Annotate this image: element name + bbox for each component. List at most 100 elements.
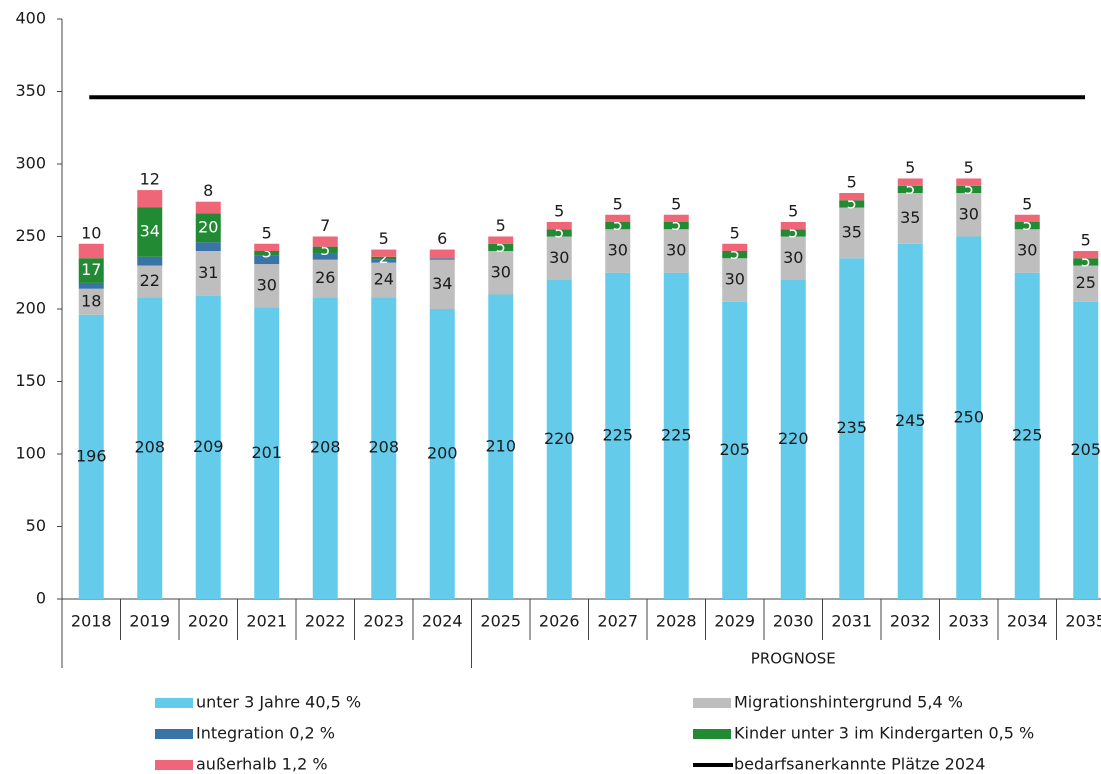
bar-segment bbox=[371, 262, 397, 298]
bar-segment bbox=[195, 201, 221, 214]
legend-label: außerhalb 1,2 % bbox=[196, 755, 328, 774]
x-tick-label: 2027 bbox=[597, 612, 638, 631]
x-tick-label: 2030 bbox=[773, 612, 814, 631]
x-tick-label: 2024 bbox=[422, 612, 463, 631]
bar-segment bbox=[371, 259, 397, 263]
value-label: 5 bbox=[964, 179, 974, 198]
bar-segment bbox=[312, 259, 338, 298]
value-label: 5 bbox=[1022, 194, 1032, 213]
bar-segment bbox=[312, 253, 338, 260]
bar-segment bbox=[956, 236, 982, 599]
bar-segment bbox=[780, 222, 806, 230]
value-label: 20 bbox=[198, 217, 218, 236]
bar-segment bbox=[839, 200, 865, 208]
value-label: 5 bbox=[788, 222, 798, 241]
value-label: 205 bbox=[1070, 440, 1101, 459]
value-label: 210 bbox=[485, 436, 516, 455]
bar-segment bbox=[78, 288, 104, 315]
value-label: 208 bbox=[368, 438, 399, 457]
value-label: 5 bbox=[1022, 215, 1032, 234]
value-label: 5 bbox=[671, 215, 681, 234]
value-label: 5 bbox=[262, 223, 272, 242]
bar-segment bbox=[1014, 272, 1040, 599]
x-tick-label: 2032 bbox=[890, 612, 931, 631]
bar-segment bbox=[488, 236, 514, 244]
value-label: 208 bbox=[310, 438, 341, 457]
value-label: 220 bbox=[778, 429, 809, 448]
bar-segment bbox=[137, 207, 163, 257]
bar-segment bbox=[254, 251, 280, 256]
value-label: 25 bbox=[1076, 273, 1096, 292]
bar-segment bbox=[429, 249, 455, 259]
bar-segment bbox=[429, 259, 455, 309]
x-tick-label: 2020 bbox=[188, 612, 229, 631]
bar-segment bbox=[722, 251, 748, 259]
bar-segment bbox=[371, 297, 397, 599]
value-label: 30 bbox=[257, 275, 277, 294]
bar-segment bbox=[488, 294, 514, 599]
value-label: 201 bbox=[251, 443, 282, 462]
bar-segment bbox=[897, 243, 923, 599]
legend-label: unter 3 Jahre 40,5 % bbox=[196, 693, 361, 712]
value-label: 5 bbox=[554, 222, 564, 241]
y-tick-label: 300 bbox=[15, 154, 46, 173]
value-label: 30 bbox=[1017, 241, 1037, 260]
value-label: 220 bbox=[544, 429, 575, 448]
value-label: 5 bbox=[1081, 251, 1091, 270]
bar-segment bbox=[78, 282, 104, 289]
x-tick-label: 2034 bbox=[1007, 612, 1048, 631]
legend-swatch bbox=[155, 729, 193, 739]
bar-segment bbox=[488, 243, 514, 251]
bar-segment bbox=[254, 264, 280, 308]
value-label: 26 bbox=[315, 268, 335, 287]
bar-segment bbox=[546, 229, 572, 237]
legend-label: Integration 0,2 % bbox=[196, 724, 335, 743]
bar-segment bbox=[78, 243, 104, 259]
bar-segment bbox=[722, 243, 748, 251]
bar-segment bbox=[839, 207, 865, 259]
bar-segment bbox=[722, 301, 748, 599]
value-label: 31 bbox=[198, 263, 218, 282]
bar-segment bbox=[663, 214, 689, 222]
bar-segment bbox=[722, 258, 748, 302]
value-label: 35 bbox=[842, 222, 862, 241]
bar-segment bbox=[956, 193, 982, 237]
value-label: 30 bbox=[549, 248, 569, 267]
value-label: 208 bbox=[134, 438, 165, 457]
bar-segment bbox=[780, 229, 806, 237]
bar-segment bbox=[780, 236, 806, 280]
legend-swatch bbox=[693, 698, 731, 708]
bar-segment bbox=[371, 249, 397, 257]
bar-segment bbox=[371, 256, 397, 260]
y-tick-label: 0 bbox=[36, 589, 46, 608]
value-label: 5 bbox=[730, 244, 740, 263]
bar-segment bbox=[1073, 251, 1099, 259]
y-tick-label: 150 bbox=[15, 371, 46, 390]
value-label: 2 bbox=[379, 248, 389, 267]
bar-segment bbox=[488, 251, 514, 295]
value-label: 205 bbox=[719, 440, 750, 459]
value-label: 6 bbox=[437, 229, 447, 248]
value-label: 30 bbox=[608, 241, 628, 260]
bar-segment bbox=[546, 236, 572, 280]
value-label: 5 bbox=[905, 158, 915, 177]
value-label: 235 bbox=[836, 418, 867, 437]
value-label: 5 bbox=[554, 202, 564, 221]
bar-segment bbox=[897, 193, 923, 244]
value-label: 30 bbox=[491, 262, 511, 281]
y-tick-label: 100 bbox=[15, 444, 46, 463]
bar-segment bbox=[663, 222, 689, 230]
legend-swatch bbox=[155, 698, 193, 708]
bar-segment bbox=[839, 193, 865, 201]
x-tick-label: 2033 bbox=[948, 612, 989, 631]
bar-segment bbox=[1014, 229, 1040, 273]
y-tick-label: 50 bbox=[26, 516, 46, 535]
value-label: 225 bbox=[602, 425, 633, 444]
bar-segment bbox=[312, 236, 338, 247]
value-label: 30 bbox=[783, 248, 803, 267]
bar-segment bbox=[605, 229, 631, 273]
bar-segment bbox=[137, 256, 163, 266]
bar-segment bbox=[78, 314, 104, 599]
bar-segment bbox=[546, 222, 572, 230]
